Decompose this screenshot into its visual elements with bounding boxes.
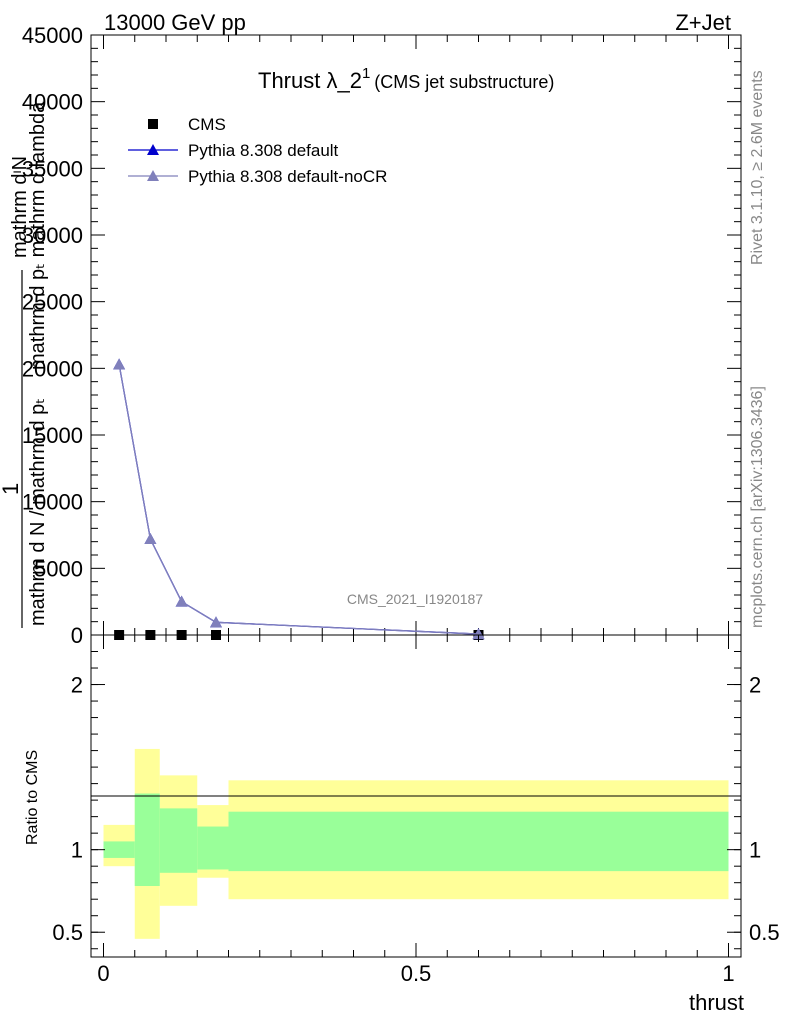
main-axes: 0 5000 10000 15000 20000 25000 30000 35000 40000… bbox=[22, 23, 741, 648]
main-y-tick-label: 15000 bbox=[22, 423, 83, 448]
ratio-y-tick-label: 0.5 bbox=[52, 920, 83, 945]
analysis-watermark: CMS_2021_I1920187 bbox=[347, 591, 483, 607]
main-panel: 0 5000 10000 15000 20000 25000 30000 35000 40000… bbox=[22, 23, 742, 648]
legend: CMS Pythia 8.308 default Pythia 8.308 de… bbox=[128, 115, 387, 186]
legend-marker-default bbox=[147, 144, 159, 155]
main-y-tick-label: 20000 bbox=[22, 356, 83, 381]
stat-uncertainty-band bbox=[228, 811, 729, 872]
ratio-y-tick-label-right: 2 bbox=[749, 673, 761, 698]
legend-label-nocr: Pythia 8.308 default-noCR bbox=[188, 167, 387, 186]
mcplots-label: mcplots.cern.ch [arXiv:1306.3436] bbox=[749, 386, 766, 628]
title-main: Thrust λ_2 bbox=[258, 68, 362, 93]
legend-marker-cms bbox=[148, 119, 158, 129]
energy-label: 13000 GeV pp bbox=[104, 10, 246, 35]
y-label-one: 1 bbox=[0, 483, 23, 495]
ratio-y-tick-label-right: 1 bbox=[749, 838, 761, 863]
y-label-line2: mathrm d pₜ mathrm d lambda bbox=[27, 101, 49, 370]
ratio-y-tick-label: 2 bbox=[71, 673, 83, 698]
x-tick-label: 1 bbox=[722, 961, 734, 986]
stat-uncertainty-band bbox=[197, 826, 229, 870]
pythia-data-point bbox=[175, 595, 188, 607]
main-y-tick-label: 0 bbox=[71, 623, 83, 648]
y-label-line3: mathrm d N / mathrm d pₜ bbox=[27, 398, 49, 626]
x-tick-label: 0.5 bbox=[401, 961, 432, 986]
stat-uncertainty-band bbox=[103, 841, 135, 858]
pythia-data-point bbox=[472, 628, 485, 640]
x-axis-label: thrust bbox=[689, 990, 744, 1015]
process-label: Z+Jet bbox=[675, 10, 731, 35]
ratio-bands bbox=[103, 748, 729, 939]
title-superscript: 1 bbox=[362, 65, 370, 82]
main-y-tick-label: 40000 bbox=[22, 90, 83, 115]
stat-uncertainty-band bbox=[134, 793, 160, 886]
legend-label-cms: CMS bbox=[188, 115, 226, 134]
main-y-tick-label: 10000 bbox=[22, 490, 83, 515]
pythia-data-point bbox=[113, 358, 126, 370]
pythia-data-point bbox=[210, 616, 222, 628]
title-sub: (CMS jet substructure) bbox=[374, 72, 554, 92]
plot-title: Thrust λ_21 (CMS jet substructure) bbox=[258, 65, 554, 93]
main-y-tick-label: 30000 bbox=[22, 223, 83, 248]
main-y-tick-label: 35000 bbox=[22, 156, 83, 181]
ratio-panel: 0.5 0.5 1 1 2 2 0 0.5 1 bbox=[52, 634, 780, 986]
ratio-y-tick-label-right: 0.5 bbox=[749, 920, 780, 945]
main-y-axis-label: mathrm dᶦN mathrm d pₜ mathrm d lambda 1… bbox=[0, 101, 49, 628]
legend-marker-nocr bbox=[147, 170, 159, 181]
rivet-label: Rivet 3.1.10, ≥ 2.6M events bbox=[749, 70, 766, 265]
legend-label-default: Pythia 8.308 default bbox=[188, 141, 339, 160]
main-y-tick-label: 25000 bbox=[22, 290, 83, 315]
y-label-line1: mathrm dᶦN bbox=[9, 156, 31, 258]
stat-uncertainty-band bbox=[159, 808, 198, 873]
main-y-tick-label: 5000 bbox=[34, 556, 83, 581]
main-y-tick-label: 45000 bbox=[22, 23, 83, 48]
ratio-y-axis-label: Ratio to CMS bbox=[24, 750, 41, 845]
pythia-data-point bbox=[144, 533, 157, 544]
ratio-y-tick-label: 1 bbox=[71, 838, 83, 863]
x-tick-label: 0 bbox=[97, 961, 109, 986]
ratio-axes: 0.5 0.5 1 1 2 2 0 0.5 1 bbox=[52, 635, 780, 986]
